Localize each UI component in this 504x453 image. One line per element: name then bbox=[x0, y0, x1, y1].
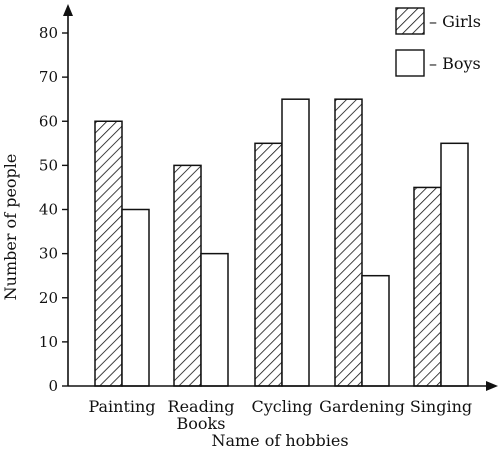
bar-boys-3 bbox=[361, 274, 390, 387]
bar-boys-4 bbox=[440, 142, 469, 387]
category-label: Singing bbox=[410, 397, 472, 416]
category-label: Cycling bbox=[251, 397, 312, 416]
bar-girls-4 bbox=[413, 186, 442, 387]
y-tick-label: 10 bbox=[39, 333, 58, 351]
y-axis-title: Number of people bbox=[1, 154, 20, 301]
y-tick-label: 70 bbox=[39, 68, 58, 86]
bar-girls-3 bbox=[334, 98, 363, 387]
y-tick-label: 60 bbox=[39, 112, 58, 130]
bar-girls-1 bbox=[173, 164, 202, 387]
legend-label-girls: – Girls bbox=[429, 12, 481, 31]
legend-label-boys: – Boys bbox=[429, 54, 481, 73]
y-ticks: 0 10 20 30 40 50 60 70 80 bbox=[39, 24, 68, 395]
y-tick-label: 30 bbox=[39, 245, 58, 263]
legend: – Girls – Boys bbox=[395, 7, 481, 77]
category-label: Painting bbox=[88, 397, 155, 416]
x-axis-arrow bbox=[486, 381, 498, 391]
y-tick-label: 40 bbox=[39, 201, 58, 219]
bar-boys-1 bbox=[200, 252, 229, 387]
x-axis-title: Name of hobbies bbox=[211, 431, 348, 450]
bar-girls-2 bbox=[254, 142, 283, 387]
bar-boys-0 bbox=[121, 208, 150, 387]
category-label: Gardening bbox=[319, 397, 405, 416]
y-tick-label: 80 bbox=[39, 24, 58, 42]
category-label: Books bbox=[177, 414, 226, 433]
legend-swatch-girls bbox=[395, 7, 425, 35]
bar-girls-0 bbox=[94, 120, 123, 387]
category-label: Reading bbox=[168, 397, 235, 416]
y-axis-arrow bbox=[63, 4, 73, 16]
y-tick-label: 0 bbox=[48, 377, 58, 395]
bars bbox=[94, 98, 469, 387]
axes bbox=[63, 4, 498, 391]
legend-swatch-boys bbox=[395, 49, 425, 77]
bar-boys-2 bbox=[281, 98, 310, 387]
y-tick-label: 20 bbox=[39, 289, 58, 307]
y-tick-label: 50 bbox=[39, 156, 58, 174]
